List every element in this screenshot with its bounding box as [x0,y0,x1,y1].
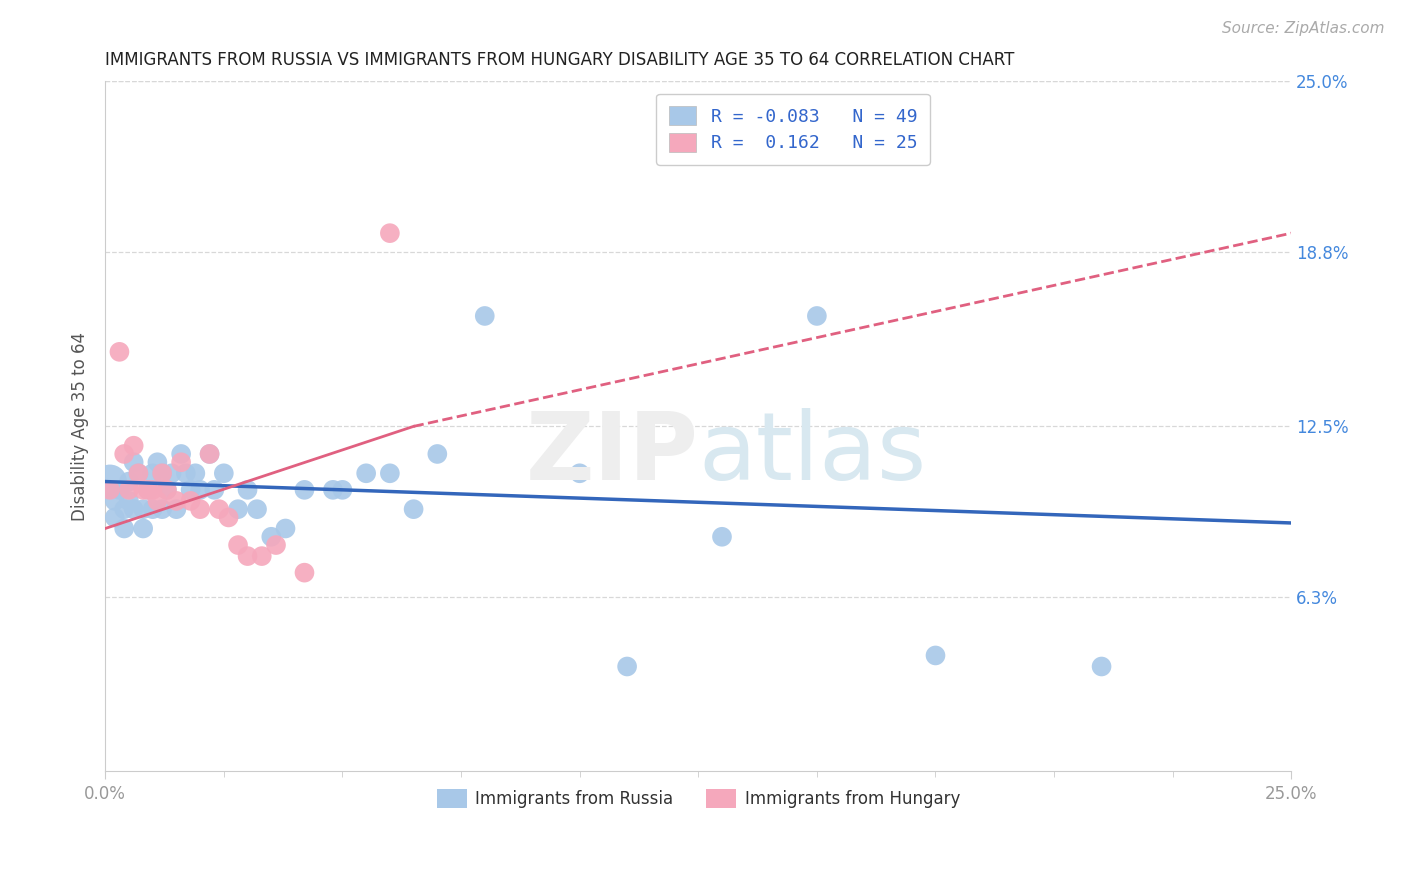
Point [142,502,165,516]
Point [378,226,401,240]
Point [122,502,145,516]
Point [118,475,141,489]
Point [104,510,127,524]
Point [146,455,169,469]
Point [136,483,159,497]
Point [108,344,131,359]
Point [218,510,240,524]
Point [198,447,221,461]
Point [122,439,145,453]
Point [226,502,249,516]
Text: ZIP: ZIP [526,408,699,500]
Point [174,467,197,481]
Point [426,447,449,461]
Point [274,521,297,535]
Point [188,502,211,516]
Point [294,566,316,580]
Point [236,483,259,497]
Point [136,483,159,497]
Point [236,549,259,563]
Point [118,494,141,508]
Point [150,467,173,481]
Point [112,521,135,535]
Point [378,467,401,481]
Point [188,483,211,497]
Point [198,447,221,461]
Point [711,530,734,544]
Point [260,530,283,544]
Point [150,502,173,516]
Point [104,494,127,508]
Point [112,502,135,516]
Legend: Immigrants from Russia, Immigrants from Hungary: Immigrants from Russia, Immigrants from … [430,782,967,814]
Text: IMMIGRANTS FROM RUSSIA VS IMMIGRANTS FROM HUNGARY DISABILITY AGE 35 TO 64 CORREL: IMMIGRANTS FROM RUSSIA VS IMMIGRANTS FRO… [105,51,1015,69]
Point [146,494,169,508]
Point [170,455,193,469]
Point [264,538,287,552]
Point [98,475,121,489]
Point [322,483,344,497]
Point [118,483,141,497]
Point [108,483,131,497]
Point [294,483,316,497]
Point [132,483,155,497]
Point [132,502,155,516]
Point [332,483,354,497]
Point [354,467,377,481]
Y-axis label: Disability Age 35 to 64: Disability Age 35 to 64 [72,332,89,521]
Point [202,483,225,497]
Point [170,447,193,461]
Point [160,467,183,481]
Point [142,483,165,497]
Point [127,467,149,481]
Point [132,521,155,535]
Point [165,502,187,516]
Point [568,467,591,481]
Point [474,309,496,323]
Point [98,483,121,497]
Point [180,494,202,508]
Point [184,467,207,481]
Point [616,659,638,673]
Point [806,309,828,323]
Point [156,483,179,497]
Point [212,467,235,481]
Text: Source: ZipAtlas.com: Source: ZipAtlas.com [1222,21,1385,36]
Point [112,447,135,461]
Point [142,467,165,481]
Text: atlas: atlas [699,408,927,500]
Point [165,494,187,508]
Point [208,502,231,516]
Point [156,483,179,497]
Point [150,467,173,481]
Point [924,648,946,663]
Point [250,549,273,563]
Point [1090,659,1112,673]
Point [122,455,145,469]
Point [226,538,249,552]
Point [402,502,425,516]
Point [246,502,269,516]
Point [180,483,202,497]
Point [127,467,149,481]
